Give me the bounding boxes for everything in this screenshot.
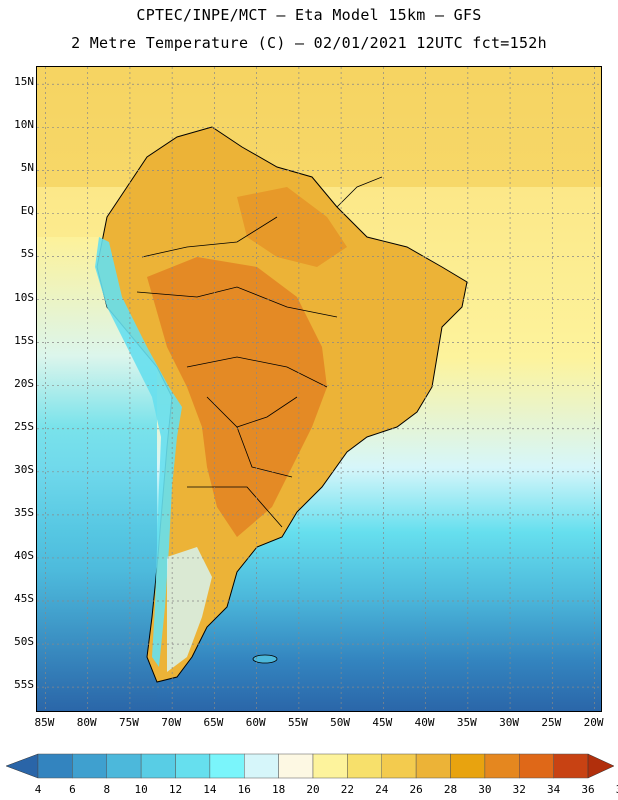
colorbar-segment: [140, 753, 176, 779]
lat-label: 25S: [14, 419, 34, 433]
lat-label: 45S: [14, 592, 34, 606]
temperature-map: [37, 67, 601, 711]
colorbar-label: 4: [34, 783, 42, 796]
lon-label: 25W: [541, 716, 562, 729]
lat-label: 10N: [14, 118, 34, 132]
colorbar-label: 30: [478, 783, 492, 796]
colorbar-label: 22: [340, 783, 354, 796]
colorbar-segment: [519, 753, 554, 779]
colorbar-segment: [209, 753, 245, 779]
lat-label: 5N: [20, 161, 34, 175]
lon-label: 80W: [76, 716, 97, 729]
colorbar-low-arrow: [5, 753, 39, 779]
colorbar-label: 26: [409, 783, 423, 796]
lat-label: 10S: [14, 290, 34, 304]
lon-label: 55W: [287, 716, 308, 729]
colorbar-label: 12: [168, 783, 183, 796]
lon-label: 35W: [456, 716, 477, 729]
colorbar-segment: [484, 753, 520, 779]
colorbar-segment: [312, 753, 348, 779]
lat-label: 35S: [14, 505, 34, 519]
lon-label: 75W: [118, 716, 139, 729]
colorbar-label: 10: [134, 783, 148, 796]
colorbar-label: 8: [103, 783, 111, 796]
lat-label: 15N: [14, 75, 34, 89]
colorbar-label: 38: [610, 783, 618, 796]
lon-label: 70W: [161, 716, 182, 729]
lon-label: 40W: [414, 716, 435, 729]
colorbar-label: 34: [547, 783, 561, 796]
map-panel: [36, 66, 602, 712]
colorbar-label: 20: [306, 783, 320, 796]
hot-interior-region: [147, 257, 327, 537]
falkland-islands: [252, 654, 278, 664]
map-title: CPTEC/INPE/MCT – Eta Model 15km – GFS: [136, 6, 482, 24]
lon-label: 30W: [499, 716, 519, 729]
colorbar-label: 32: [512, 783, 526, 796]
lon-label: 85W: [34, 716, 55, 729]
lat-label: 20S: [14, 376, 34, 390]
colorbar-segment: [553, 753, 589, 779]
lon-label: 20W: [583, 716, 604, 729]
colorbar-segment: [347, 753, 382, 779]
country-borders: [136, 176, 383, 528]
lat-label: 30S: [14, 462, 34, 476]
colorbar-segment: [244, 753, 279, 779]
lat-label: 55S: [14, 678, 34, 692]
colorbar-segment: [175, 753, 211, 779]
lon-label: 65W: [203, 716, 224, 729]
colorbar-label: 36: [581, 783, 595, 796]
colorbar-label: 28: [443, 783, 458, 796]
colorbar-label: 6: [69, 783, 76, 796]
amazon-hot-region: [237, 187, 347, 267]
lat-label: 50S: [14, 635, 34, 649]
colorbar-segment: [381, 753, 417, 779]
temperature-colorbar: [5, 753, 615, 779]
colorbar-high-arrow: [587, 753, 615, 779]
colorbar-segment: [415, 753, 451, 779]
lat-label: EQ: [20, 204, 34, 218]
colorbar-label: 18: [272, 783, 286, 796]
colorbar-label: 24: [375, 783, 389, 796]
andes-cold-strip: [95, 237, 182, 667]
colorbar-segment: [37, 753, 73, 779]
map-subtitle: 2 Metre Temperature (C) – 02/01/2021 12U…: [71, 34, 547, 52]
lat-label: 15S: [14, 333, 34, 347]
lat-lon-grid: [37, 67, 601, 711]
colorbar-segment: [72, 753, 107, 779]
lon-label: 60W: [245, 716, 266, 729]
patagonia-cool-region: [167, 547, 212, 672]
lon-label: 45W: [372, 716, 393, 729]
colorbar-label: 16: [237, 783, 251, 796]
lon-label: 50W: [330, 716, 351, 729]
colorbar-segment: [278, 753, 314, 779]
colorbar-segment: [106, 753, 142, 779]
lat-label: 40S: [14, 548, 34, 562]
colorbar-label: 14: [203, 783, 217, 796]
colorbar-segment: [450, 753, 486, 779]
lat-label: 5S: [20, 247, 34, 261]
